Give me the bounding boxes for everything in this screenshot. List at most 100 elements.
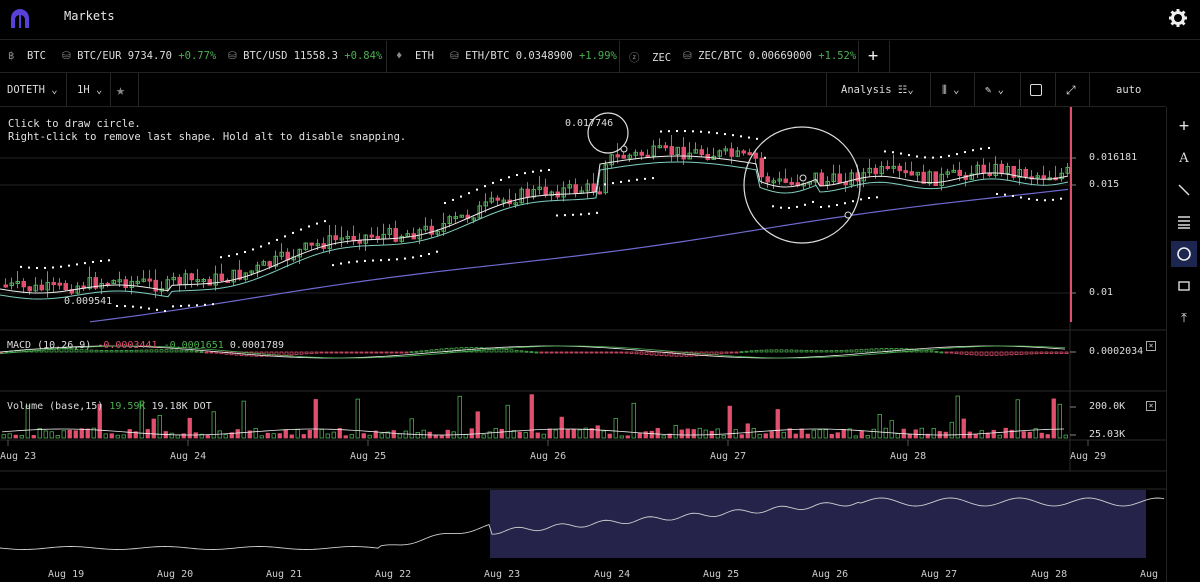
sar-dot [900, 152, 902, 155]
volume-bar [637, 432, 642, 439]
candle-body [129, 280, 134, 288]
macd-histogram-bar [999, 351, 1004, 356]
app-logo-icon[interactable] [8, 8, 32, 30]
screenshot-button[interactable] [1030, 73, 1042, 107]
ticker-zec-btc[interactable]: ⛁ ZEC/BTC 0.00669000 +1.52% [683, 50, 856, 62]
volume-bar [1003, 427, 1008, 439]
sar-dot [788, 206, 790, 209]
line-tool-icon[interactable] [1171, 177, 1197, 203]
ticker-change: +0.84% [344, 50, 383, 62]
ticker-eth-btc[interactable]: ⛁ ETH/BTC 0.0348900 +1.99% [450, 50, 617, 62]
candle-body [63, 283, 68, 291]
candle-body [999, 163, 1004, 174]
macd-histogram-bar [199, 351, 204, 353]
volume-bar [961, 418, 966, 439]
draw-hint-line1: Click to draw circle. [8, 118, 141, 130]
macd-histogram-bar [569, 351, 574, 354]
ticker-label: BTC/USD 11558.3 [243, 50, 338, 62]
interval-select[interactable]: 1H ⌄ [77, 73, 102, 107]
sar-dot [340, 262, 342, 265]
volume-bar [55, 435, 60, 439]
sar-dot [996, 192, 998, 195]
scale-auto-toggle[interactable]: auto [1116, 73, 1141, 107]
text-tool-icon[interactable]: A [1179, 150, 1189, 166]
crosshair-plus-icon[interactable]: + [1178, 116, 1190, 136]
macd-histogram-bar [1014, 351, 1019, 355]
fib-lines-tool-icon[interactable] [1171, 209, 1197, 235]
divider [619, 41, 620, 73]
candle-body [279, 251, 284, 257]
sar-dot [716, 132, 718, 135]
candle-body [483, 201, 488, 207]
volume-bar [91, 427, 96, 439]
volume-bar [463, 434, 468, 439]
draw-tool-select[interactable]: ✎ ⌄ [985, 73, 1004, 107]
volume-bar [835, 432, 840, 439]
volume-bar [811, 429, 816, 439]
pair-icon: ⛁ [62, 50, 71, 62]
sar-dot [20, 265, 22, 268]
sar-dot [828, 205, 830, 208]
sar-dot [860, 198, 862, 201]
analysis-menu[interactable]: Analysis ☷ ⌄ [841, 73, 914, 107]
volume-bar [931, 428, 936, 439]
candle-body [369, 234, 374, 238]
macd-histogram-bar [454, 347, 459, 353]
candle-body [45, 282, 50, 291]
volume-bar [655, 427, 660, 439]
macd-histogram-bar [404, 351, 409, 354]
drawn-shapes [587, 112, 861, 244]
candle-body [297, 248, 302, 258]
candle-body [93, 277, 98, 289]
sar-dot [300, 228, 302, 231]
sar-dot [772, 205, 774, 208]
symbol-select[interactable]: DOTETH ⌄ [7, 73, 58, 107]
ma-slow-path [89, 188, 1069, 323]
candle-body [333, 235, 338, 241]
add-ticker-plus-icon[interactable]: + [868, 46, 879, 66]
ticker-eth[interactable]: ♦ ETH [396, 50, 434, 62]
volume-bar [841, 428, 846, 439]
ticker-btc[interactable]: ฿ BTC [8, 50, 46, 62]
measure-tool-icon[interactable]: ⤒ [1181, 310, 1187, 326]
ticker-btc-usd[interactable]: ⛁ BTC/USD 11558.3 +0.84% [228, 50, 382, 62]
volume-bar [583, 427, 588, 439]
volume-bar [493, 428, 498, 439]
rectangle-tool-icon[interactable] [1171, 273, 1197, 299]
ticker-btc-eur[interactable]: ⛁ BTC/EUR 9734.70 +0.77% [62, 50, 216, 62]
ticker-zec[interactable]: ⓩ ZEC [629, 50, 671, 65]
volume-bar [973, 434, 978, 439]
candle-body [543, 186, 548, 196]
ticker-label: BTC/EUR 9734.70 [77, 50, 172, 62]
candle-body [537, 186, 542, 191]
macd-histogram-bar [994, 351, 999, 356]
volume-bar [211, 411, 216, 439]
candle-body [357, 240, 362, 244]
price-chart[interactable] [0, 107, 1166, 582]
fullscreen-expand-icon[interactable]: ⤢ [1066, 82, 1076, 97]
candle-body [843, 181, 848, 186]
sar-dot [244, 251, 246, 254]
volume-close-icon[interactable]: × [1146, 401, 1156, 411]
sar-dot [580, 213, 582, 216]
top-bar: Markets [0, 0, 1200, 40]
sar-dot [924, 156, 926, 159]
volume-bar [553, 429, 558, 439]
divider [1020, 73, 1021, 107]
macd-close-icon[interactable]: × [1146, 341, 1156, 351]
favorite-star-icon[interactable]: ★ [116, 81, 126, 99]
macd-histogram-bar [414, 350, 419, 353]
circle-tool-icon[interactable] [1171, 241, 1197, 267]
volume-bar [151, 418, 156, 439]
candle-body [117, 279, 122, 283]
chart-type-select[interactable]: ⫼ ⌄ [942, 73, 960, 107]
sar-dot [1020, 196, 1022, 199]
sar-dot [628, 179, 630, 182]
macd-histogram-bar [874, 348, 879, 353]
macd-histogram-bar [624, 351, 629, 354]
sar-dot [956, 153, 958, 156]
candle-body [255, 264, 260, 272]
macd-histogram-bar [74, 348, 79, 353]
drawing-tools-column: + A ⤒ [1166, 107, 1200, 582]
settings-gear-icon[interactable] [1168, 8, 1188, 28]
